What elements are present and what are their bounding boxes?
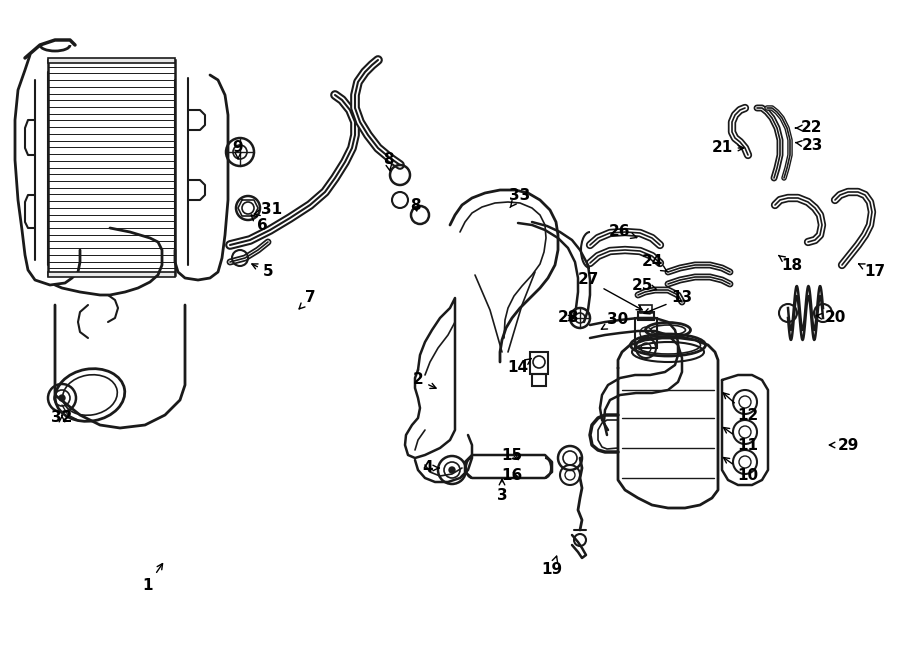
Text: 10: 10 (724, 457, 759, 483)
Circle shape (449, 467, 455, 473)
Bar (48, 60, 175, 275)
Text: 6: 6 (251, 215, 267, 233)
Text: 8: 8 (382, 153, 393, 171)
Text: 18: 18 (778, 255, 803, 272)
Circle shape (59, 395, 65, 401)
Text: 16: 16 (501, 467, 523, 483)
Bar (635, 318, 657, 348)
Text: 27: 27 (577, 272, 643, 310)
Text: 14: 14 (508, 358, 531, 375)
Text: 2: 2 (412, 373, 436, 389)
Text: 8: 8 (410, 198, 420, 212)
Text: 29: 29 (829, 438, 859, 453)
Text: 28: 28 (557, 311, 579, 325)
Text: 5: 5 (252, 264, 274, 280)
Text: 26: 26 (609, 225, 636, 239)
Text: 17: 17 (859, 264, 886, 280)
Text: 23: 23 (796, 137, 823, 153)
Text: 20: 20 (816, 311, 846, 325)
Bar (638, 312, 654, 320)
Bar (48, 58, 175, 63)
Text: 33: 33 (509, 188, 531, 208)
Text: 25: 25 (631, 278, 656, 293)
Bar (532, 374, 546, 386)
Text: 30: 30 (601, 313, 628, 329)
Text: 7: 7 (299, 290, 315, 309)
Text: 13: 13 (644, 290, 693, 314)
Text: 24: 24 (642, 254, 668, 272)
Text: 21: 21 (711, 141, 743, 155)
Text: 1: 1 (143, 564, 163, 592)
Text: 31: 31 (254, 202, 283, 217)
Text: 3: 3 (497, 479, 508, 502)
Text: 4: 4 (423, 461, 439, 475)
Text: 12: 12 (724, 393, 759, 422)
Text: 19: 19 (542, 556, 562, 578)
Text: 32: 32 (51, 410, 73, 426)
Bar (530, 352, 548, 374)
Text: 22: 22 (796, 120, 823, 136)
Text: 9: 9 (233, 141, 243, 159)
Bar (640, 305, 652, 313)
Text: 11: 11 (724, 428, 759, 453)
Bar (48, 272, 175, 277)
Text: 15: 15 (501, 447, 523, 463)
